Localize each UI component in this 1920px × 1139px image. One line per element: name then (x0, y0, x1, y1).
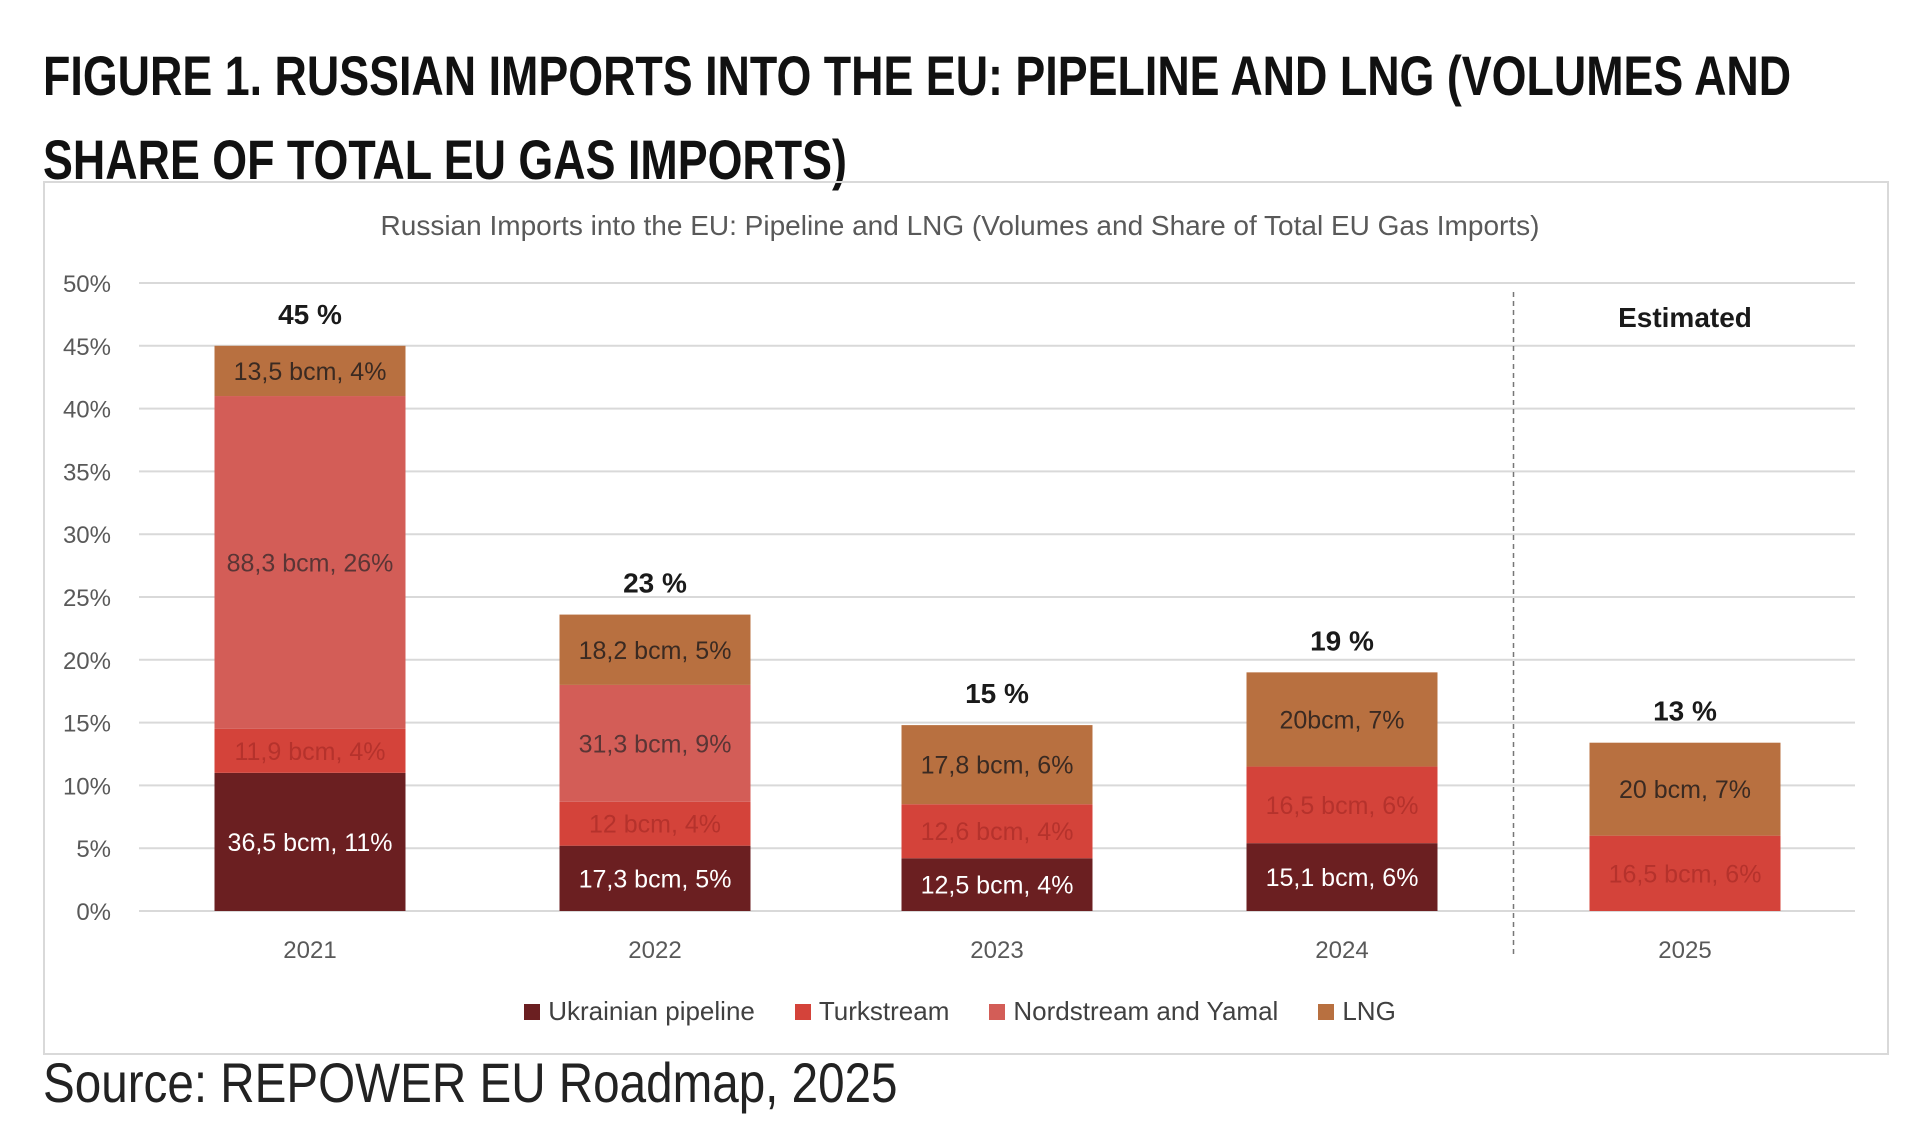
bar-segment-lng (559, 614, 751, 685)
estimated-label: Estimated (1618, 302, 1752, 333)
legend-swatch (1318, 1003, 1335, 1020)
segment-data-label: 15,1 bcm, 6% (1266, 864, 1419, 892)
figure-title-line1: FIGURE 1. RUSSIAN IMPORTS INTO THE EU: P… (43, 44, 1792, 107)
segment-data-label: 12,5 bcm, 4% (921, 872, 1074, 900)
segment-data-label: 12,6 bcm, 4% (921, 818, 1074, 846)
legend-swatch (989, 1003, 1006, 1020)
bar-total-label: 23 % (623, 568, 687, 599)
legend: Ukrainian pipeline Turkstream Nordstream a… (0, 996, 1920, 1027)
segment-data-label: 20bcm, 7% (1279, 706, 1404, 734)
bar-segment-lng (1589, 742, 1781, 836)
bar-total-label: 45 % (278, 299, 342, 330)
y-tick-label: 25% (63, 585, 111, 612)
bar-segment-ukrainian-pipeline (559, 845, 751, 911)
legend-label: Ukrainian pipeline (548, 996, 755, 1026)
bar-segment-nordstream-and-yamal (214, 396, 406, 729)
bar-segment-lng (901, 725, 1093, 805)
y-tick-label: 45% (63, 334, 111, 361)
bar-segment-turkstream (901, 804, 1093, 859)
legend-item: Nordstream and Yamal (989, 996, 1278, 1027)
y-tick-label: 0% (76, 899, 111, 926)
legend-label: Nordstream and Yamal (1013, 996, 1279, 1026)
y-tick-label: 5% (76, 836, 111, 863)
y-tick-label: 15% (63, 711, 111, 738)
bar-segment-turkstream (1246, 766, 1438, 844)
x-tick-label: 2022 (628, 937, 681, 964)
legend-swatch (794, 1003, 811, 1020)
bar-segment-ukrainian-pipeline (1246, 843, 1438, 911)
y-tick-label: 30% (63, 522, 111, 549)
bar-segment-turkstream (1589, 835, 1781, 911)
x-tick-label: 2025 (1658, 937, 1711, 964)
legend-swatch (524, 1003, 541, 1020)
x-tick-label: 2023 (970, 937, 1023, 964)
bar-segment-lng (214, 345, 406, 397)
legend-item: Turkstream (794, 996, 950, 1027)
segment-data-label: 88,3 bcm, 26% (227, 549, 394, 577)
bar-total-label: 19 % (1310, 625, 1374, 656)
legend-label: LNG (1342, 996, 1396, 1026)
bar-segment-nordstream-and-yamal (559, 684, 751, 802)
y-tick-label: 10% (63, 773, 111, 800)
segment-data-label: 17,8 bcm, 6% (921, 752, 1074, 780)
bar-segment-ukrainian-pipeline (214, 772, 406, 911)
legend-item: LNG (1318, 996, 1396, 1027)
bar-segment-lng (1246, 672, 1438, 767)
segment-data-label: 20 bcm, 7% (1619, 776, 1751, 804)
segment-data-label: 16,5 bcm, 6% (1266, 792, 1419, 820)
bar-segment-turkstream (214, 728, 406, 773)
y-tick-label: 20% (63, 648, 111, 675)
y-tick-label: 50% (63, 271, 111, 298)
segment-data-label: 16,5 bcm, 6% (1609, 860, 1762, 888)
bar-total-label: 15 % (965, 678, 1029, 709)
segment-data-label: 31,3 bcm, 9% (579, 730, 732, 758)
figure-title-line2: SHARE OF TOTAL EU GAS IMPORTS) (43, 128, 847, 191)
chart-title: Russian Imports into the EU: Pipeline an… (380, 210, 1540, 241)
bar-segment-turkstream (559, 801, 751, 846)
y-tick-label: 35% (63, 459, 111, 486)
segment-data-label: 11,9 bcm, 4% (234, 738, 385, 766)
segment-data-label: 17,3 bcm, 5% (579, 865, 732, 893)
legend-item: Ukrainian pipeline (524, 996, 755, 1027)
source-note: Source: REPOWER EU Roadmap, 2025 (43, 1051, 898, 1114)
segment-data-label: 36,5 bcm, 11% (228, 829, 393, 857)
y-tick-label: 40% (63, 397, 111, 424)
x-tick-label: 2024 (1315, 937, 1368, 964)
bar-total-label: 13 % (1653, 696, 1717, 727)
x-tick-label: 2021 (283, 937, 336, 964)
chart-frame (43, 181, 1889, 1055)
bar-segment-ukrainian-pipeline (901, 858, 1093, 911)
segment-data-label: 12 bcm, 4% (589, 811, 721, 839)
segment-data-label: 18,2 bcm, 5% (579, 637, 732, 665)
segment-data-label: 13,5 bcm, 4% (234, 358, 387, 386)
legend-label: Turkstream (818, 996, 950, 1026)
